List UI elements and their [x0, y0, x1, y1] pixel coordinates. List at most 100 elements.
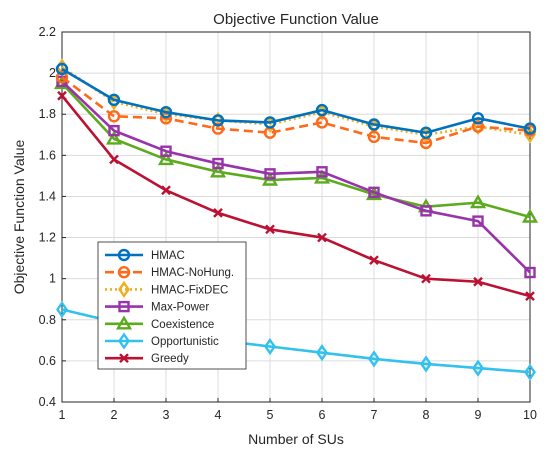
data-point-marker	[316, 166, 328, 178]
legend-entry: HMAC	[105, 248, 185, 262]
x-tick-label: 2	[111, 408, 118, 422]
legend-marker	[117, 266, 131, 279]
legend-marker	[118, 280, 130, 299]
data-point-marker	[369, 255, 379, 266]
data-point-marker	[211, 122, 225, 135]
legend-label: Opportunistic	[151, 336, 219, 348]
series-line	[61, 80, 531, 274]
data-point-marker	[469, 194, 487, 209]
legend-label: Max-Power	[151, 302, 209, 314]
legend-label: HMAC-NoHung.	[151, 267, 234, 279]
data-point-marker	[263, 116, 277, 129]
y-tick-label: 2	[49, 66, 56, 80]
data-point-marker	[212, 111, 224, 129]
series-line	[61, 76, 531, 145]
y-axis-label: Objective Function Value	[11, 139, 27, 294]
data-point-marker	[367, 130, 381, 144]
axis-ticks: 1 2 3 4 5 6 7 8 9 10 0.4 0.6 0.8 1 1.2 1.4 1.6 1.8 2 2.2	[39, 25, 537, 422]
legend-marker	[117, 248, 131, 262]
x-tick-label: 4	[215, 408, 222, 422]
data-point-marker	[264, 337, 276, 356]
data-point-marker	[420, 205, 432, 217]
data-point-marker	[213, 208, 223, 218]
data-point-marker	[524, 266, 536, 279]
data-point-marker	[524, 363, 536, 381]
series-hmac	[55, 62, 537, 139]
data-point-marker	[315, 103, 329, 117]
legend-marker	[118, 300, 130, 313]
y-tick-label: 1.8	[39, 107, 56, 121]
x-tick-label: 9	[475, 408, 482, 422]
series-line	[61, 67, 531, 135]
data-point-marker	[525, 291, 535, 301]
data-point-marker	[316, 344, 328, 362]
data-point-marker	[420, 355, 432, 373]
legend-entry: HMAC-FixDEC	[105, 280, 228, 299]
legend-entry: Greedy	[105, 353, 189, 365]
series-line	[60, 94, 531, 298]
legend-label: Greedy	[151, 353, 189, 365]
legend-label: HMAC	[151, 250, 185, 262]
data-point-marker	[57, 90, 67, 101]
data-point-marker	[471, 120, 485, 133]
legend: HMAC HMAC-NoHung. HMAC-FixDEC Max-Power Coex…	[97, 241, 247, 370]
y-tick-label: 0.4	[39, 395, 56, 409]
data-point-marker	[521, 208, 539, 223]
legend-label: Coexistence	[151, 319, 214, 331]
data-point-marker	[209, 163, 227, 178]
data-point-marker	[55, 62, 69, 76]
x-tick-label: 8	[423, 408, 430, 422]
data-point-marker	[317, 232, 327, 243]
x-tick-label: 7	[371, 408, 378, 422]
y-tick-label: 1.2	[39, 231, 56, 245]
legend-marker	[115, 315, 133, 330]
legend-entry: HMAC-NoHung.	[105, 266, 234, 279]
data-point-marker	[211, 114, 225, 127]
data-point-marker	[264, 168, 276, 180]
data-point-marker	[367, 118, 381, 131]
x-tick-label: 6	[319, 408, 326, 422]
legend-label: HMAC-FixDEC	[151, 284, 228, 296]
y-tick-label: 0.8	[39, 313, 56, 327]
data-point-marker	[419, 126, 433, 139]
data-point-marker	[421, 273, 431, 284]
series-line	[61, 65, 531, 137]
y-tick-label: 1.6	[39, 148, 56, 162]
data-point-marker	[315, 116, 329, 129]
series-line	[61, 82, 531, 219]
y-tick-label: 2.2	[39, 25, 56, 39]
data-point-marker	[265, 224, 275, 235]
data-point-marker	[368, 186, 380, 199]
x-tick-label: 5	[267, 408, 274, 422]
data-point-marker	[157, 151, 175, 166]
data-point-marker	[160, 145, 172, 157]
legend-entry: Coexistence	[105, 315, 214, 331]
y-tick-label: 1	[49, 272, 56, 286]
legend-marker	[119, 353, 129, 364]
data-point-marker	[107, 93, 121, 107]
data-point-marker	[107, 110, 121, 123]
data-point-marker	[161, 185, 171, 196]
legend-marker	[118, 332, 130, 350]
data-point-marker	[472, 117, 484, 136]
data-point-marker	[471, 112, 485, 125]
legend-entry: Max-Power	[105, 300, 209, 314]
data-point-marker	[212, 157, 224, 170]
data-point-marker	[473, 276, 483, 287]
data-point-marker	[105, 130, 123, 145]
data-point-marker	[159, 105, 173, 119]
x-tick-label: 3	[163, 408, 170, 422]
data-point-marker	[472, 359, 484, 377]
x-axis-label: Number of SUs	[248, 431, 344, 447]
data-point-marker	[109, 154, 119, 165]
x-tick-label: 1	[59, 408, 66, 422]
y-tick-label: 0.6	[39, 354, 56, 368]
data-point-marker	[108, 124, 120, 137]
x-tick-label: 10	[523, 408, 537, 422]
data-point-marker	[55, 71, 69, 84]
series-layer	[53, 58, 539, 381]
series-greedy	[57, 90, 535, 301]
data-point-marker	[523, 122, 537, 135]
